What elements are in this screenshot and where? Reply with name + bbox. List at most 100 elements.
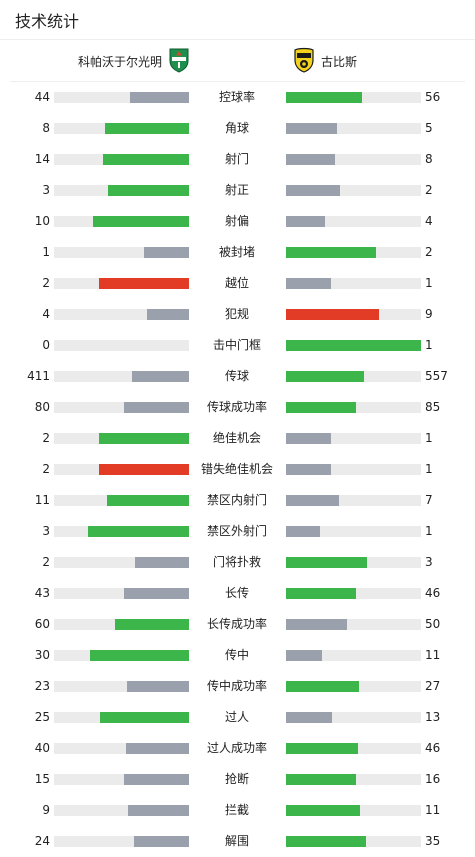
home-value: 2 <box>42 462 50 476</box>
stat-label: 射正 <box>224 183 249 197</box>
away-bar-fill <box>286 495 339 506</box>
home-bar-track <box>54 92 189 103</box>
stat-row: 3 禁区外射门 1 <box>0 516 475 547</box>
home-bar-track <box>54 650 189 661</box>
away-bar-track <box>286 464 421 475</box>
stat-label: 绝佳机会 <box>212 431 261 445</box>
home-bar-fill <box>98 278 189 289</box>
away-bar-fill <box>286 402 357 413</box>
home-value: 0 <box>42 338 50 352</box>
away-value: 11 <box>425 803 441 817</box>
home-bar-track <box>54 743 189 754</box>
stat-row: 44 控球率 56 <box>0 82 475 113</box>
stat-row: 80 传球成功率 85 <box>0 392 475 423</box>
home-bar-track <box>54 247 189 258</box>
home-bar-fill <box>106 495 189 506</box>
away-value: 1 <box>425 431 433 445</box>
away-bar-track <box>286 247 421 258</box>
home-bar-fill <box>90 650 189 661</box>
away-bar-fill <box>286 340 421 351</box>
home-value: 3 <box>42 183 50 197</box>
away-value: 5 <box>425 121 433 135</box>
away-value: 9 <box>425 307 433 321</box>
away-value: 46 <box>425 741 441 755</box>
away-bar-fill <box>286 712 332 723</box>
stat-label: 射门 <box>224 152 249 166</box>
stat-label: 过人成功率 <box>206 741 267 755</box>
home-bar-fill <box>147 309 189 320</box>
home-bar-track <box>54 464 189 475</box>
away-bar-track <box>286 216 421 227</box>
home-bar-track <box>54 495 189 506</box>
home-bar-track <box>54 402 189 413</box>
home-bar-track <box>54 712 189 723</box>
away-bar-track <box>286 402 421 413</box>
stat-label: 犯规 <box>224 307 249 321</box>
home-bar-track <box>54 526 189 537</box>
stat-row: 43 长传 46 <box>0 578 475 609</box>
stat-row: 23 传中成功率 27 <box>0 671 475 702</box>
away-bar-fill <box>286 216 326 227</box>
away-team-name: 古比斯 <box>321 54 358 69</box>
home-bar-fill <box>102 154 189 165</box>
home-bar-fill <box>132 371 189 382</box>
away-bar-track <box>286 805 421 816</box>
home-bar-fill <box>133 836 189 847</box>
away-bar-track <box>286 712 421 723</box>
home-team[interactable]: 科帕沃于尔光明 <box>78 40 190 82</box>
stat-label: 被封堵 <box>218 245 255 259</box>
away-bar-fill <box>286 433 331 444</box>
away-bar-fill <box>286 836 366 847</box>
away-bar-fill <box>286 123 338 134</box>
home-value: 44 <box>34 90 50 104</box>
away-team[interactable]: 古比斯 <box>293 40 357 82</box>
stat-row: 14 射门 8 <box>0 144 475 175</box>
stat-row: 25 过人 13 <box>0 702 475 733</box>
stat-label: 过人 <box>224 710 249 724</box>
stat-label: 长传 <box>224 586 249 600</box>
stat-label: 解围 <box>224 834 249 848</box>
home-bar-fill <box>108 185 189 196</box>
home-bar-fill <box>128 805 189 816</box>
stat-row: 60 长传成功率 50 <box>0 609 475 640</box>
home-value: 2 <box>42 555 50 569</box>
away-bar-fill <box>286 588 357 599</box>
away-bar-fill <box>286 526 320 537</box>
stat-row: 4 犯规 9 <box>0 299 475 330</box>
home-bar-fill <box>98 464 189 475</box>
stat-label: 传中成功率 <box>206 679 267 693</box>
away-bar-fill <box>286 650 323 661</box>
stat-row: 2 越位 1 <box>0 268 475 299</box>
stats-header: 技术统计 <box>0 0 475 40</box>
away-bar-track <box>286 123 421 134</box>
home-bar-fill <box>114 619 189 630</box>
away-bar-track <box>286 340 421 351</box>
away-bar-fill <box>286 278 331 289</box>
away-value: 2 <box>425 183 433 197</box>
stat-label: 传球成功率 <box>206 400 267 414</box>
stat-row: 24 解围 35 <box>0 826 475 857</box>
stat-label: 错失绝佳机会 <box>200 462 273 476</box>
home-bar-fill <box>105 123 189 134</box>
stat-label: 禁区外射门 <box>206 524 267 538</box>
home-value: 15 <box>34 772 50 786</box>
home-value: 8 <box>42 121 50 135</box>
away-bar-fill <box>286 619 347 630</box>
home-bar-fill <box>93 216 189 227</box>
away-value: 4 <box>425 214 433 228</box>
home-value: 23 <box>34 679 50 693</box>
away-bar-track <box>286 309 421 320</box>
home-bar-fill <box>124 588 189 599</box>
home-value: 11 <box>34 493 50 507</box>
home-value: 4 <box>42 307 50 321</box>
away-bar-fill <box>286 185 340 196</box>
away-bar-fill <box>286 743 358 754</box>
home-bar-fill <box>99 712 189 723</box>
stat-row: 40 过人成功率 46 <box>0 733 475 764</box>
away-value: 11 <box>425 648 441 662</box>
away-bar-track <box>286 278 421 289</box>
away-bar-track <box>286 619 421 630</box>
away-bar-fill <box>286 805 361 816</box>
home-value: 2 <box>42 431 50 445</box>
stat-label: 禁区内射门 <box>206 493 267 507</box>
